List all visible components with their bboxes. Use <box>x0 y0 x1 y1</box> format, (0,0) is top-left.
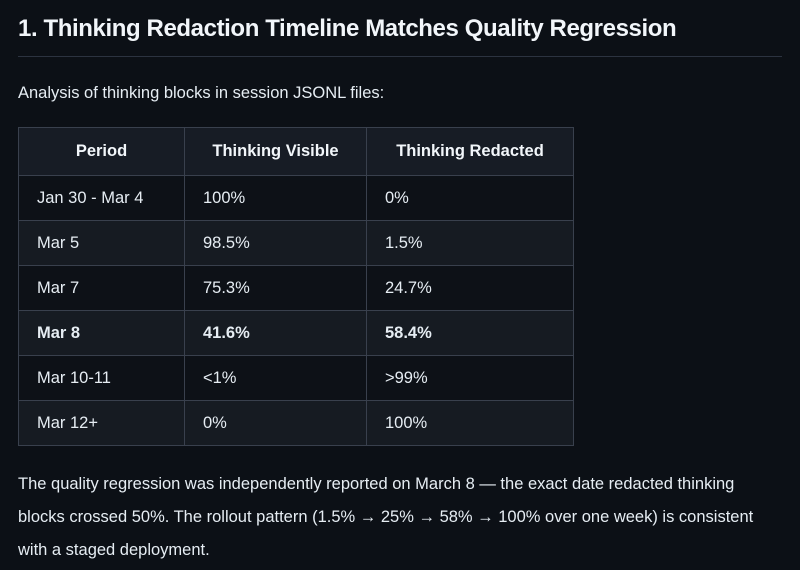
cell-redacted: 24.7% <box>366 265 574 311</box>
cell-redacted: >99% <box>366 355 574 401</box>
document: 1. Thinking Redaction Timeline Matches Q… <box>0 12 800 567</box>
table-row: Mar 10-11 <1% >99% <box>18 355 574 401</box>
cell-period: Mar 5 <box>18 220 185 266</box>
cell-redacted: 58.4% <box>366 310 574 356</box>
intro-text: Analysis of thinking blocks in session J… <box>18 84 385 102</box>
cell-visible: 41.6% <box>184 310 367 356</box>
cell-redacted: 100% <box>366 400 574 446</box>
table-row: Jan 30 - Mar 4 100% 0% <box>18 175 574 221</box>
footer-text: The quality regression was independently… <box>18 475 754 559</box>
table-header-row: Period Thinking Visible Thinking Redacte… <box>18 127 574 176</box>
cell-visible: 0% <box>184 400 367 446</box>
cell-period: Mar 10-11 <box>18 355 185 401</box>
cell-period: Mar 8 <box>18 310 185 356</box>
cell-visible: 98.5% <box>184 220 367 266</box>
table-row: Mar 8 41.6% 58.4% <box>18 310 574 356</box>
table-header: Period Thinking Visible Thinking Redacte… <box>18 127 574 176</box>
cell-period: Jan 30 - Mar 4 <box>18 175 185 221</box>
redaction-table: Period Thinking Visible Thinking Redacte… <box>18 127 574 446</box>
col-header-redacted: Thinking Redacted <box>366 127 574 176</box>
cell-visible: 75.3% <box>184 265 367 311</box>
col-header-visible: Thinking Visible <box>184 127 367 176</box>
cell-period: Mar 12+ <box>18 400 185 446</box>
table-row: Mar 12+ 0% 100% <box>18 400 574 446</box>
page-title: 1. Thinking Redaction Timeline Matches Q… <box>18 15 677 42</box>
heading-divider <box>18 56 782 57</box>
col-header-period: Period <box>18 127 185 176</box>
cell-period: Mar 7 <box>18 265 185 311</box>
cell-redacted: 0% <box>366 175 574 221</box>
cell-visible: 100% <box>184 175 367 221</box>
cell-redacted: 1.5% <box>366 220 574 266</box>
cell-visible: <1% <box>184 355 367 401</box>
table-row: Mar 7 75.3% 24.7% <box>18 265 574 311</box>
table-row: Mar 5 98.5% 1.5% <box>18 220 574 266</box>
